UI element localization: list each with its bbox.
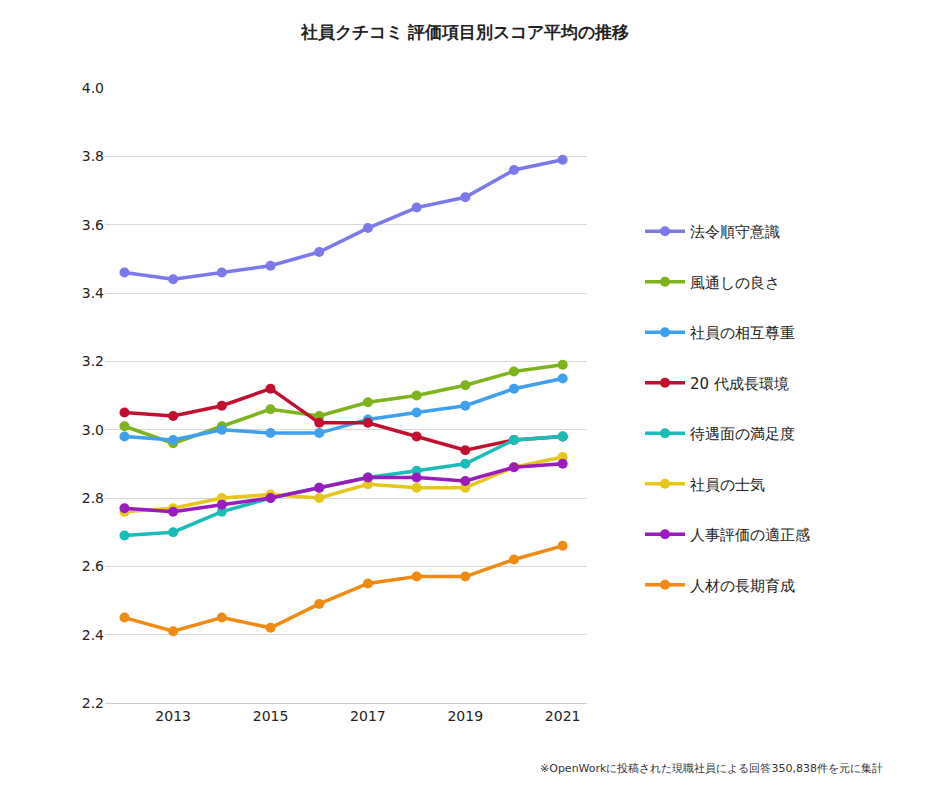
svg-text:2019: 2019 [447, 708, 483, 724]
svg-text:※OpenWorkに投稿された現職社員による回答350,83: ※OpenWorkに投稿された現職社員による回答350,838件を元に集計 [540, 762, 883, 775]
svg-text:3.8: 3.8 [82, 148, 104, 164]
svg-text:人材の長期育成: 人材の長期育成 [690, 577, 795, 595]
svg-text:2.8: 2.8 [82, 490, 104, 506]
svg-text:法令順守意識: 法令順守意識 [690, 223, 780, 241]
svg-text:3.4: 3.4 [82, 285, 104, 301]
svg-text:2.4: 2.4 [82, 627, 104, 643]
svg-text:2.2: 2.2 [82, 695, 104, 711]
svg-text:2021: 2021 [545, 708, 581, 724]
svg-text:4.0: 4.0 [82, 80, 104, 96]
svg-text:待遇面の満足度: 待遇面の満足度 [690, 425, 795, 443]
svg-text:3.0: 3.0 [82, 422, 104, 438]
svg-text:2.6: 2.6 [82, 558, 104, 574]
svg-text:2013: 2013 [155, 708, 191, 724]
svg-text:社員クチコミ 評価項目別スコア平均の推移: 社員クチコミ 評価項目別スコア平均の推移 [300, 22, 630, 42]
svg-text:2017: 2017 [350, 708, 386, 724]
svg-text:社員の士気: 社員の士気 [690, 476, 765, 494]
svg-text:人事評価の適正感: 人事評価の適正感 [690, 526, 810, 544]
svg-text:風通しの良さ: 風通しの良さ [690, 274, 780, 292]
svg-text:2015: 2015 [253, 708, 289, 724]
svg-text:20 代成長環境: 20 代成長環境 [690, 375, 789, 393]
svg-text:社員の相互尊重: 社員の相互尊重 [690, 324, 795, 342]
svg-text:3.6: 3.6 [82, 217, 104, 233]
svg-text:3.2: 3.2 [82, 353, 104, 369]
